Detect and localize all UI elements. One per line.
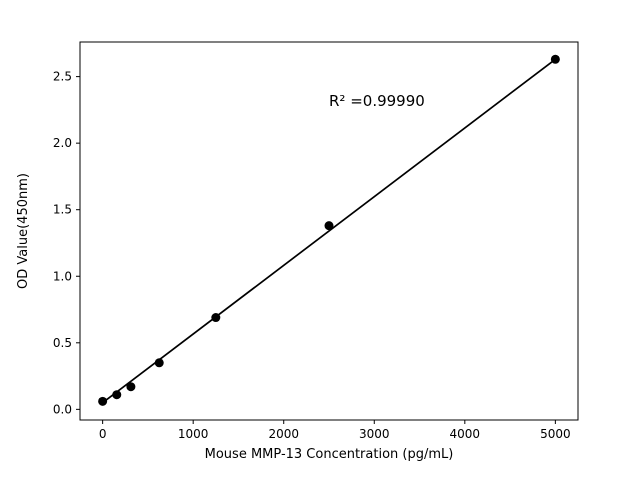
axes-frame [79,41,579,421]
y-tick-label: 1.0 [53,269,72,283]
x-tick-label: 4000 [450,427,481,441]
data-point [112,390,122,400]
x-tick-label: 2000 [268,427,299,441]
y-axis-label: OD Value(450nm) [16,173,31,289]
x-axis-label: Mouse MMP-13 Concentration (pg/mL) [205,447,454,462]
y-tick-label: 2.0 [53,136,72,150]
data-point [211,313,221,323]
y-tick-label: 0.0 [53,402,72,416]
data-point [98,396,108,406]
x-tick-label: 3000 [359,427,390,441]
data-point [154,358,164,368]
x-tick-label: 5000 [540,427,571,441]
r-squared-annotation: R² =0.99990 [329,92,425,110]
data-point [324,221,334,231]
y-tick-label: 2.5 [53,70,72,84]
fit-line [102,58,556,404]
x-tick-label: 1000 [178,427,209,441]
x-tick-label: 0 [99,427,107,441]
y-tick-label: 1.5 [53,203,72,217]
data-point [126,382,136,392]
y-tick-label: 0.5 [53,336,72,350]
data-point [550,54,560,64]
